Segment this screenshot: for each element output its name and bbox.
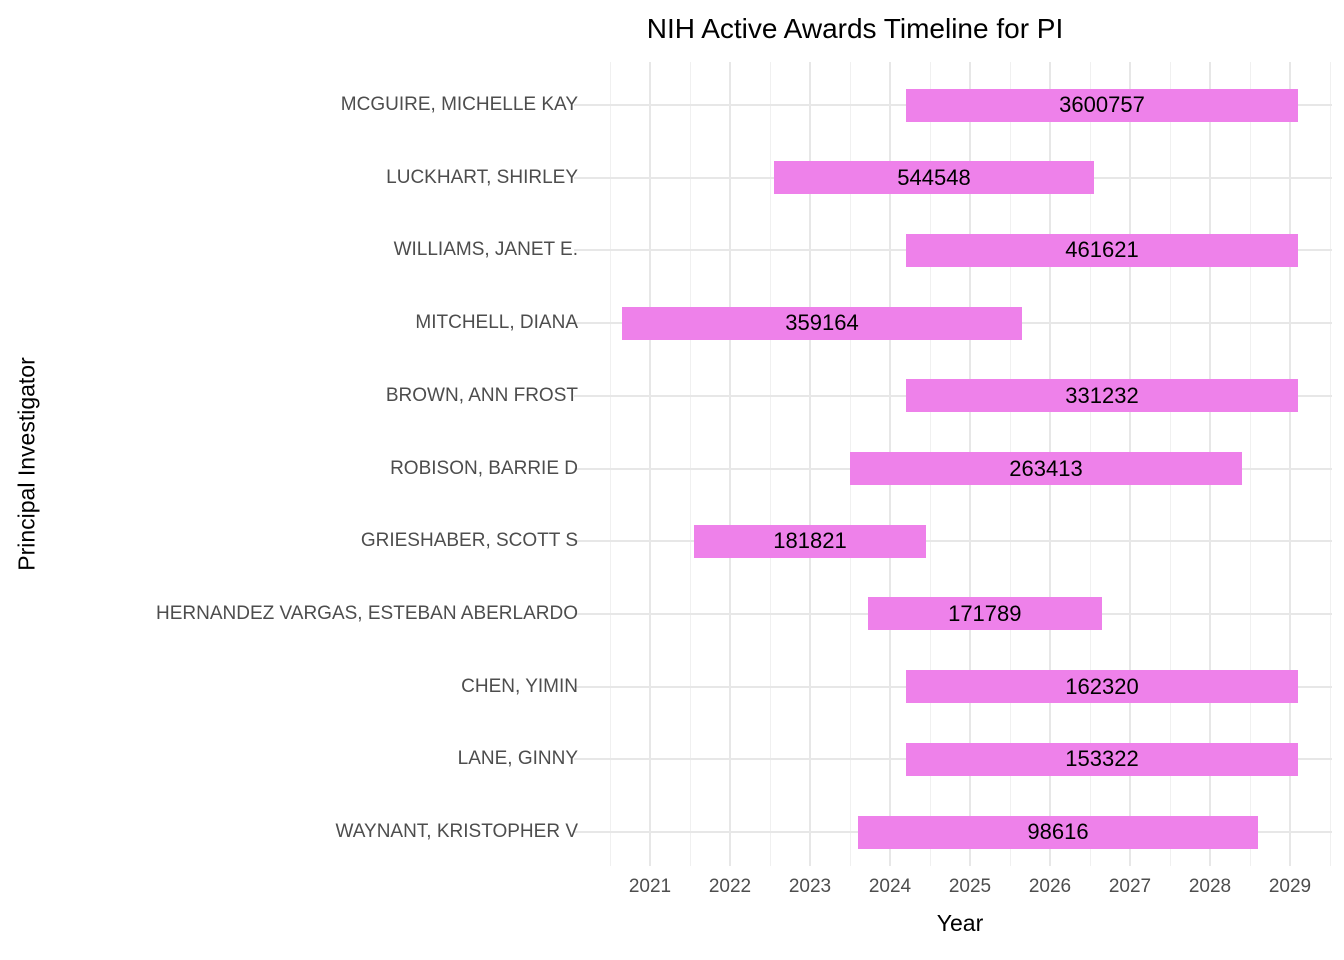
award-bar: 162320: [906, 670, 1298, 704]
x-axis-tick-label: 2021: [628, 876, 672, 897]
y-axis-pi-name: LANE, GINNY: [457, 748, 578, 770]
award-total-label: 3600757: [1059, 92, 1145, 117]
award-total-label: 544548: [897, 164, 971, 190]
gridline-horizontal-major: [588, 540, 1332, 543]
y-axis-pi-name: BROWN, ANN FROST: [385, 384, 578, 406]
x-axis-tick-label: 2022: [708, 876, 752, 897]
award-bar: 171789: [867, 597, 1102, 631]
gridline-vertical-major: [649, 62, 651, 866]
y-axis-tick: [574, 540, 588, 543]
gridline-vertical-major: [729, 62, 731, 866]
award-bar: 263413: [850, 452, 1242, 485]
award-total-label: 98616: [1027, 819, 1089, 844]
y-axis-pi-name: GRIESHABER, SCOTT S: [360, 530, 578, 552]
award-total-label: 263413: [1009, 455, 1083, 481]
gridline-vertical-major: [809, 62, 811, 866]
award-total-label: 359164: [785, 310, 859, 336]
award-total-label: 461621: [1065, 237, 1139, 263]
award-bar: 359164: [622, 306, 1022, 340]
y-axis-pi-name: MITCHELL, DIANA: [415, 312, 578, 334]
y-axis-tick: [574, 176, 588, 179]
award-total-label: 153322: [1065, 746, 1139, 772]
y-axis-tick: [574, 467, 588, 470]
gridline-vertical-minor: [689, 62, 691, 866]
y-axis-tick: [574, 249, 588, 252]
y-axis-pi-name: CHEN, YIMIN: [461, 675, 578, 697]
x-axis-tick-label: 2029: [1268, 876, 1312, 897]
award-total-label: 331232: [1065, 382, 1139, 408]
chart-title: NIH Active Awards Timeline for PI: [646, 13, 1064, 44]
gridline-vertical-minor: [1329, 62, 1331, 866]
y-axis-pi-name: WAYNANT, KRISTOPHER V: [335, 821, 578, 842]
x-axis-tick-label: 2025: [948, 876, 992, 897]
y-axis-tick: [574, 394, 588, 397]
y-axis-pi-name: MCGUIRE, MICHELLE KAY: [340, 94, 578, 115]
award-bar: 3600757: [906, 88, 1298, 122]
x-axis-tick-label: 2028: [1188, 876, 1232, 897]
award-bar: 461621: [906, 233, 1298, 267]
y-axis-tick: [574, 104, 588, 106]
award-bar: 181821: [694, 524, 926, 558]
award-total-label: 162320: [1065, 673, 1139, 699]
gridline-vertical-major: [1289, 62, 1291, 866]
gridline-vertical-minor: [609, 62, 611, 866]
y-axis-tick: [574, 758, 588, 761]
award-total-label: 171789: [948, 600, 1022, 626]
award-bar: 153322: [906, 742, 1298, 776]
gridline-vertical-minor: [1249, 62, 1251, 866]
x-axis-tick-label: 2024: [868, 876, 912, 897]
y-axis-pi-name: HERNANDEZ VARGAS, ESTEBAN ABERLARDO: [156, 602, 578, 624]
award-bar: 544548: [774, 161, 1094, 195]
y-axis-pi-name: LUCKHART, SHIRLEY: [386, 166, 578, 188]
x-axis-tick-label: 2027: [1108, 876, 1152, 897]
award-total-label: 181821: [773, 528, 847, 554]
y-axis-tick: [574, 612, 588, 615]
award-bar: 98616: [858, 815, 1258, 849]
y-axis-pi-name: WILLIAMS, JANET E.: [393, 239, 578, 261]
y-axis-pi-name: ROBISON, BARRIE D: [390, 457, 578, 479]
plot-panel: 3600757 544548 461621 359164 331232 263413 181…: [588, 62, 1332, 866]
x-axis-tick-label: 2026: [1028, 876, 1072, 897]
x-axis-title: Year: [936, 910, 984, 936]
gridline-vertical-minor: [769, 62, 771, 866]
y-axis-tick: [574, 685, 588, 688]
x-axis-tick-label: 2023: [788, 876, 832, 897]
y-axis-tick: [574, 831, 588, 833]
y-axis-tick: [574, 322, 588, 325]
award-bar: 331232: [906, 379, 1298, 413]
